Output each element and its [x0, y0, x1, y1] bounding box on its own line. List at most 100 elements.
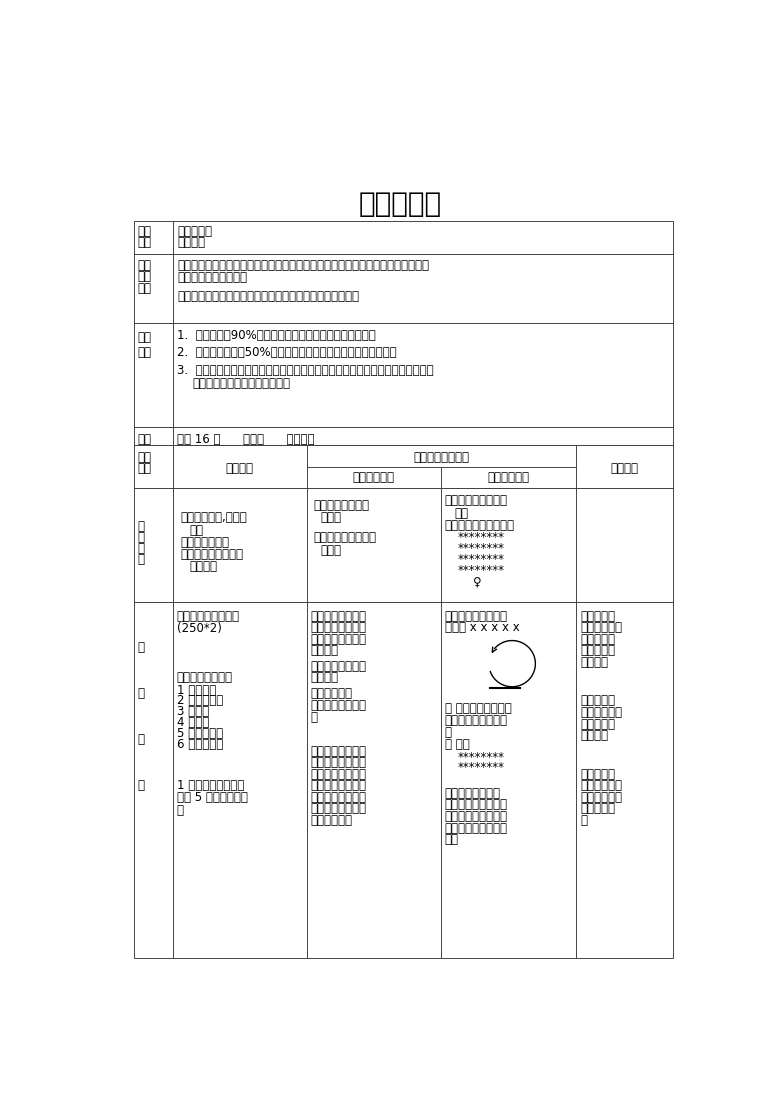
Text: 情: 情: [137, 641, 144, 654]
Text: 始: 始: [137, 532, 144, 544]
Text: 组织教法和学练法: 组织教法和学练法: [413, 451, 470, 464]
Text: 2 正踢腿运动: 2 正踢腿运动: [176, 695, 223, 707]
Text: 分: 分: [137, 553, 144, 566]
Text: 难点：脚内侧传接球动作的正确性、传球的方向性和力量。: 难点：脚内侧传接球动作的正确性、传球的方向性和力量。: [177, 290, 360, 303]
Bar: [134, 323, 673, 427]
Text: 要求：声音洪亮，: 要求：声音洪亮，: [310, 660, 367, 673]
Text: 整队: 整队: [455, 506, 469, 520]
Text: 入: 入: [137, 779, 144, 792]
Text: 一 要求：模仿动作要: 一 要求：模仿动作要: [445, 703, 512, 715]
Text: 球（不要将球停死: 球（不要将球停死: [310, 791, 367, 804]
Text: 足球 16 个      足球场      哨子一只: 足球 16 个 足球场 哨子一只: [177, 432, 315, 446]
Text: 课的内容: 课的内容: [225, 462, 254, 475]
Text: 数。: 数。: [190, 524, 204, 536]
Text: 有专项性的: 有专项性的: [580, 718, 615, 730]
Text: 标和要求: 标和要求: [190, 560, 218, 574]
Text: 三．提出本课教学目: 三．提出本课教学目: [180, 548, 243, 561]
Text: 二 队形: 二 队形: [445, 738, 470, 751]
Text: ********: ********: [458, 761, 505, 774]
Text: ********: ********: [458, 542, 505, 555]
Text: 令指挥: 令指挥: [321, 544, 342, 557]
Text: 能力、技术掌握程: 能力、技术掌握程: [310, 756, 367, 769]
Bar: [134, 489, 673, 602]
Text: 脚内侧传球: 脚内侧传球: [177, 225, 212, 238]
Text: 学生自主练: 学生自主练: [580, 802, 615, 815]
Text: 教学: 教学: [137, 331, 151, 344]
Text: 一．组织全班成四: 一．组织全班成四: [313, 499, 369, 512]
Text: 设计意图: 设计意图: [611, 462, 639, 475]
Text: 或超出控制范围）: 或超出控制范围）: [310, 802, 367, 815]
Text: 择一脚出球或停球接: 择一脚出球或停球接: [445, 810, 508, 823]
Text: 精神饱满: 精神饱满: [310, 644, 339, 657]
Text: 3 外摆腿: 3 外摆腿: [176, 705, 209, 718]
Text: ********: ********: [458, 553, 505, 566]
Text: 目标: 目标: [137, 346, 151, 360]
Text: ********: ********: [458, 751, 505, 763]
Text: 一．示范讲解: 一．示范讲解: [310, 687, 353, 699]
Text: 教学: 教学: [137, 258, 151, 271]
Text: 5 膝关节运动: 5 膝关节运动: [176, 727, 222, 740]
Text: 体差异，在教: 体差异，在教: [580, 779, 622, 792]
Text: 根据学生个: 根据学生个: [580, 768, 615, 781]
Text: 素质练习: 素质练习: [177, 236, 205, 249]
Text: 掌握程度，可自行选: 掌握程度，可自行选: [445, 799, 508, 812]
Text: 球: 球: [176, 804, 183, 817]
Text: 队站立: 队站立: [321, 511, 342, 524]
Text: 致、密切配合的集体主义精神。: 致、密切配合的集体主义精神。: [193, 377, 291, 390]
Text: 全心投入: 全心投入: [580, 656, 608, 668]
Text: 1 扩胸运动: 1 扩胸运动: [176, 684, 216, 697]
Bar: [134, 445, 673, 489]
Text: 调动学生积: 调动学生积: [580, 610, 615, 623]
Bar: [134, 221, 673, 254]
Text: 2.  技术技能目标：50%的学生能较熟练掌握、运用脚内侧传球。: 2. 技术技能目标：50%的学生能较熟练掌握、运用脚内侧传球。: [177, 346, 397, 360]
Text: 课的: 课的: [137, 451, 151, 464]
Text: 练习: 练习: [445, 833, 459, 846]
Text: ********: ********: [458, 564, 505, 577]
Text: 配合的集体主义精神。: 配合的集体主义精神。: [177, 271, 247, 283]
Text: 促学生队伍整齐，: 促学生队伍整齐，: [310, 633, 367, 646]
Bar: [134, 602, 673, 957]
Text: 教具: 教具: [137, 432, 151, 446]
Text: 习: 习: [445, 726, 452, 739]
Text: 一．绕操场慢跑两圈: 一．绕操场慢跑两圈: [176, 610, 239, 623]
Text: 习: 习: [310, 710, 317, 724]
Bar: [134, 254, 673, 323]
Text: 部分: 部分: [137, 462, 151, 475]
Text: 重点: 重点: [137, 270, 151, 283]
Text: 学生边学边练: 学生边学边练: [488, 471, 530, 484]
Text: 间隔 5 米脚内侧传接: 间隔 5 米脚内侧传接: [176, 792, 247, 804]
Text: 3.  情感目标：培养学生勇敢、机智、果断、胜不骄、败不馁的优良品质和团结一: 3. 情感目标：培养学生勇敢、机智、果断、胜不骄、败不馁的优良品质和团结一: [177, 364, 434, 377]
Text: ********: ********: [458, 532, 505, 544]
Text: 特点，设计具: 特点，设计具: [580, 706, 622, 719]
Text: 4 内摆腿: 4 内摆腿: [176, 716, 209, 729]
Text: 重点：脚内侧传接球技术动作、对球的控制和支配能力，培养学生团结协作、密切: 重点：脚内侧传接球技术动作、对球的控制和支配能力，培养学生团结协作、密切: [177, 258, 429, 271]
Text: 1.  知识目标：90%的学生掌握脚内侧传球的要领及要求。: 1. 知识目标：90%的学生掌握脚内侧传球的要领及要求。: [177, 329, 376, 342]
Text: 极性，使学生: 极性，使学生: [580, 621, 622, 634]
Text: ♀: ♀: [473, 575, 482, 588]
Text: 教师巡回指导: 教师巡回指导: [310, 814, 353, 827]
Text: 传球，要求全心投入: 传球，要求全心投入: [445, 822, 508, 835]
Text: (250*2): (250*2): [176, 622, 222, 635]
Text: 一分钟就能: 一分钟就能: [580, 644, 615, 657]
Text: 首、队中、队尾督: 首、队中、队尾督: [310, 621, 367, 634]
Text: 1 两个同学一组迎面: 1 两个同学一组迎面: [176, 779, 244, 792]
Text: 教师边教边导: 教师边教边导: [353, 471, 395, 484]
Text: 师的引导下，: 师的引导下，: [580, 791, 622, 804]
Text: 准备活动: 准备活动: [580, 729, 608, 742]
Text: 要求学生根据自身: 要求学生根据自身: [310, 745, 367, 758]
Text: 难点: 难点: [137, 281, 151, 295]
Text: 开: 开: [137, 521, 144, 534]
Bar: [134, 427, 673, 445]
Text: 内容: 内容: [137, 236, 151, 249]
Text: 二．师生问好。: 二．师生问好。: [180, 536, 229, 549]
Text: 精神饱满: 精神饱满: [310, 672, 339, 684]
Text: 二．行进徒手操：: 二．行进徒手操：: [176, 672, 232, 684]
Text: 神饱满 x x x x x: 神饱满 x x x x x: [445, 621, 519, 634]
Text: 教师带队，位于队: 教师带队，位于队: [310, 610, 367, 623]
Text: 度，可自行选择一: 度，可自行选择一: [310, 768, 367, 781]
Text: 教学: 教学: [137, 225, 151, 238]
Text: 针对足球的: 针对足球的: [580, 695, 615, 707]
Text: 根据自身能力、技: 根据自身能力、技: [445, 786, 501, 800]
Text: 到位，听口令进行练: 到位，听口令进行练: [445, 715, 508, 728]
Text: 从上课的第: 从上课的第: [580, 633, 615, 646]
